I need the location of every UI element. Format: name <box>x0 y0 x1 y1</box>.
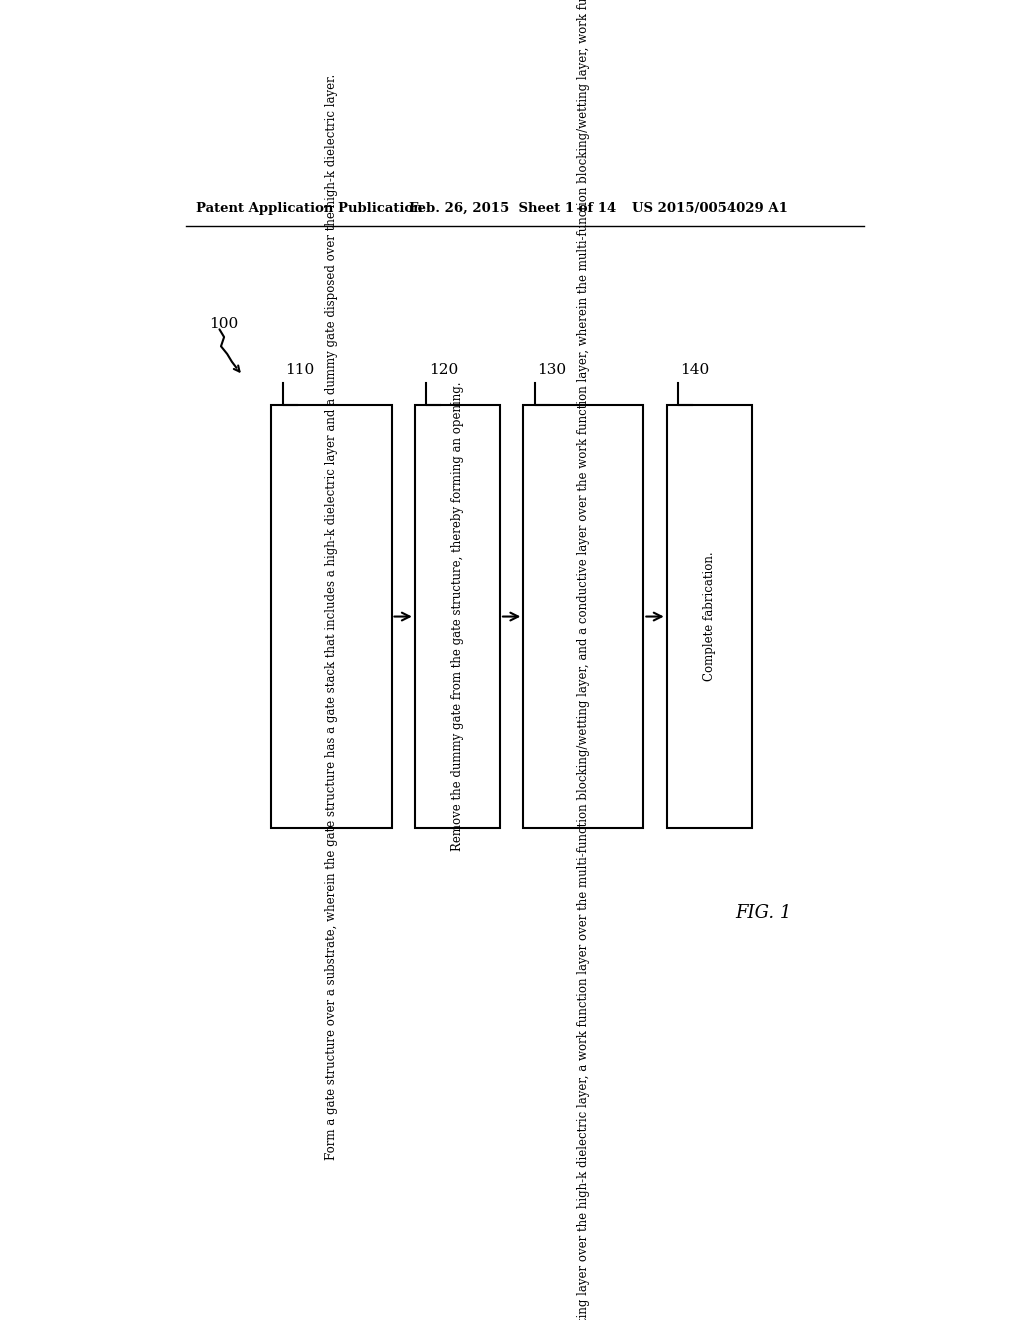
Bar <box>415 405 500 829</box>
Bar <box>271 405 391 829</box>
Text: 140: 140 <box>681 363 710 378</box>
Text: 100: 100 <box>209 317 239 331</box>
Text: FIG. 1: FIG. 1 <box>735 904 792 921</box>
Text: Patent Application Publication: Patent Application Publication <box>197 202 423 215</box>
Text: Form a multi-function blocking/wetting layer over the high-k dielectric layer, a: Form a multi-function blocking/wetting l… <box>577 0 590 1320</box>
Text: Complete fabrication.: Complete fabrication. <box>702 552 716 681</box>
Bar <box>523 405 643 829</box>
Bar <box>667 405 752 829</box>
Text: 120: 120 <box>429 363 458 378</box>
Text: US 2015/0054029 A1: US 2015/0054029 A1 <box>632 202 787 215</box>
Text: Feb. 26, 2015  Sheet 1 of 14: Feb. 26, 2015 Sheet 1 of 14 <box>409 202 615 215</box>
Text: Remove the dummy gate from the gate structure, thereby forming an opening.: Remove the dummy gate from the gate stru… <box>451 381 464 851</box>
Text: 110: 110 <box>286 363 314 378</box>
Text: 130: 130 <box>538 363 566 378</box>
Text: Form a gate structure over a substrate, wherein the gate structure has a gate st: Form a gate structure over a substrate, … <box>325 74 338 1160</box>
